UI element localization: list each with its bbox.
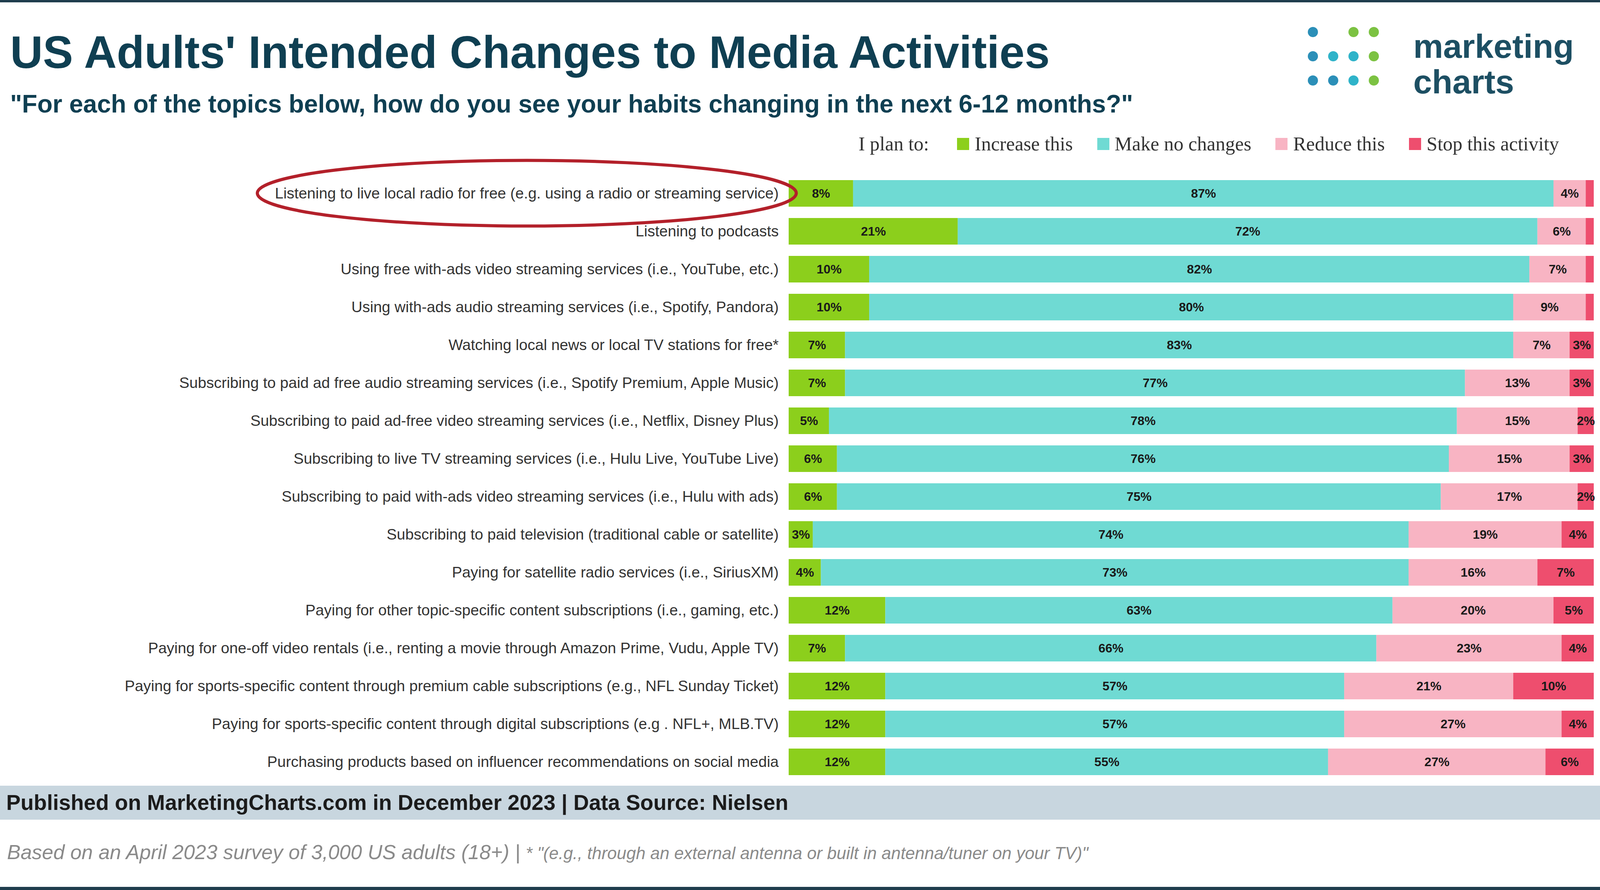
svg-text:Subscribing to paid ad free au: Subscribing to paid ad free audio stream… xyxy=(179,374,779,392)
svg-text:21%: 21% xyxy=(860,224,886,239)
svg-text:57%: 57% xyxy=(1102,716,1128,731)
svg-text:74%: 74% xyxy=(1098,527,1124,542)
html-text:Reduce this: Reduce this xyxy=(1293,132,1385,155)
svg-text:19%: 19% xyxy=(1472,527,1498,542)
svg-text:27%: 27% xyxy=(1440,716,1466,731)
svg-text:82%: 82% xyxy=(1187,262,1213,277)
svg-text:13%: 13% xyxy=(1505,375,1531,390)
svg-text:23%: 23% xyxy=(1456,641,1482,656)
svg-text:4%: 4% xyxy=(796,565,815,580)
html-text:marketing: marketing xyxy=(1413,27,1574,65)
svg-text:10%: 10% xyxy=(816,262,842,277)
svg-text:6%: 6% xyxy=(803,451,822,466)
svg-text:4%: 4% xyxy=(1568,641,1587,656)
svg-text:4%: 4% xyxy=(1568,527,1587,542)
svg-text:27%: 27% xyxy=(1424,754,1450,769)
svg-text:Subscribing to paid ad-free vi: Subscribing to paid ad-free video stream… xyxy=(250,412,779,429)
svg-text:77%: 77% xyxy=(1142,375,1168,390)
svg-text:80%: 80% xyxy=(1178,300,1204,315)
svg-text:66%: 66% xyxy=(1098,641,1124,656)
svg-text:12%: 12% xyxy=(824,678,850,693)
svg-text:73%: 73% xyxy=(1102,565,1128,580)
svg-text:8%: 8% xyxy=(812,186,831,201)
html-text:I plan to:: I plan to: xyxy=(858,132,930,155)
html-text:Based on an April 2023 survey: Based on an April 2023 survey of 3,000 U… xyxy=(7,840,1089,864)
svg-text:Paying for satellite radio ser: Paying for satellite radio services (i.e… xyxy=(451,563,779,581)
svg-text:16%: 16% xyxy=(1460,565,1486,580)
svg-text:4%: 4% xyxy=(1568,716,1587,731)
svg-text:Subscribing to live TV streami: Subscribing to live TV streaming service… xyxy=(293,450,779,467)
svg-text:Subscribing to paid with-ads v: Subscribing to paid with-ads video strea… xyxy=(281,487,779,505)
svg-text:15%: 15% xyxy=(1505,413,1531,428)
svg-text:7%: 7% xyxy=(1548,262,1567,277)
svg-text:87%: 87% xyxy=(1191,186,1217,201)
svg-text:15%: 15% xyxy=(1496,451,1522,466)
svg-text:Paying for sports-specific con: Paying for sports-specific content throu… xyxy=(211,715,779,733)
svg-text:76%: 76% xyxy=(1130,451,1156,466)
svg-text:20%: 20% xyxy=(1460,603,1486,618)
svg-text:6%: 6% xyxy=(1560,754,1579,769)
html-text:US Adults' Intended Changes to: US Adults' Intended Changes to Media Act… xyxy=(10,26,1050,78)
svg-text:Purchasing products based on i: Purchasing products based on influencer … xyxy=(267,753,779,770)
svg-text:7%: 7% xyxy=(1556,565,1575,580)
svg-text:Watching local news or local T: Watching local news or local TV stations… xyxy=(448,336,779,354)
html-text:"For each of the topics below,: "For each of the topics below, how do yo… xyxy=(10,89,1134,118)
svg-text:3%: 3% xyxy=(1572,337,1591,352)
svg-text:6%: 6% xyxy=(803,489,822,504)
svg-text:Paying for other topic-specifi: Paying for other topic-specific content … xyxy=(305,601,779,619)
html-text:Increase this: Increase this xyxy=(974,132,1073,155)
svg-text:78%: 78% xyxy=(1130,413,1156,428)
svg-text:Listening to podcasts: Listening to podcasts xyxy=(635,222,779,240)
svg-text:Using with-ads audio streaming: Using with-ads audio streaming services … xyxy=(351,298,779,316)
svg-text:7%: 7% xyxy=(808,337,827,352)
svg-text:12%: 12% xyxy=(824,603,850,618)
svg-text:Using free with-ads video stre: Using free with-ads video streaming serv… xyxy=(340,260,779,278)
svg-text:2%: 2% xyxy=(1576,489,1595,504)
svg-text:75%: 75% xyxy=(1126,489,1152,504)
svg-text:2%: 2% xyxy=(1576,413,1595,428)
svg-text:83%: 83% xyxy=(1166,337,1192,352)
svg-text:Subscribing to paid television: Subscribing to paid television (traditio… xyxy=(386,525,779,543)
svg-text:7%: 7% xyxy=(1532,337,1551,352)
svg-text:57%: 57% xyxy=(1102,678,1128,693)
html-text:Published on MarketingCharts.c: Published on MarketingCharts.com in Dece… xyxy=(6,790,789,815)
svg-text:21%: 21% xyxy=(1416,678,1442,693)
html-text:Stop this activity: Stop this activity xyxy=(1426,132,1559,155)
svg-text:55%: 55% xyxy=(1094,754,1120,769)
svg-text:5%: 5% xyxy=(800,413,818,428)
svg-text:Paying for one-off video renta: Paying for one-off video rentals (i.e., … xyxy=(148,639,779,657)
svg-text:17%: 17% xyxy=(1496,489,1522,504)
html-text:Make no changes: Make no changes xyxy=(1114,132,1252,155)
svg-text:Paying for sports-specific con: Paying for sports-specific content throu… xyxy=(124,677,779,695)
svg-text:4%: 4% xyxy=(1560,186,1579,201)
svg-text:9%: 9% xyxy=(1540,300,1559,315)
svg-text:72%: 72% xyxy=(1235,224,1261,239)
svg-text:5%: 5% xyxy=(1564,603,1583,618)
svg-text:Listening to live local radio: Listening to live local radio for free (… xyxy=(275,184,779,202)
svg-text:3%: 3% xyxy=(1572,375,1591,390)
html-text:charts: charts xyxy=(1413,62,1515,101)
svg-text:3%: 3% xyxy=(1572,451,1591,466)
svg-text:63%: 63% xyxy=(1126,603,1152,618)
svg-text:12%: 12% xyxy=(824,754,850,769)
svg-text:10%: 10% xyxy=(1541,678,1567,693)
svg-text:12%: 12% xyxy=(824,716,850,731)
svg-text:10%: 10% xyxy=(816,300,842,315)
svg-text:6%: 6% xyxy=(1552,224,1571,239)
svg-text:7%: 7% xyxy=(808,641,827,656)
svg-text:3%: 3% xyxy=(791,527,810,542)
svg-text:7%: 7% xyxy=(808,375,827,390)
